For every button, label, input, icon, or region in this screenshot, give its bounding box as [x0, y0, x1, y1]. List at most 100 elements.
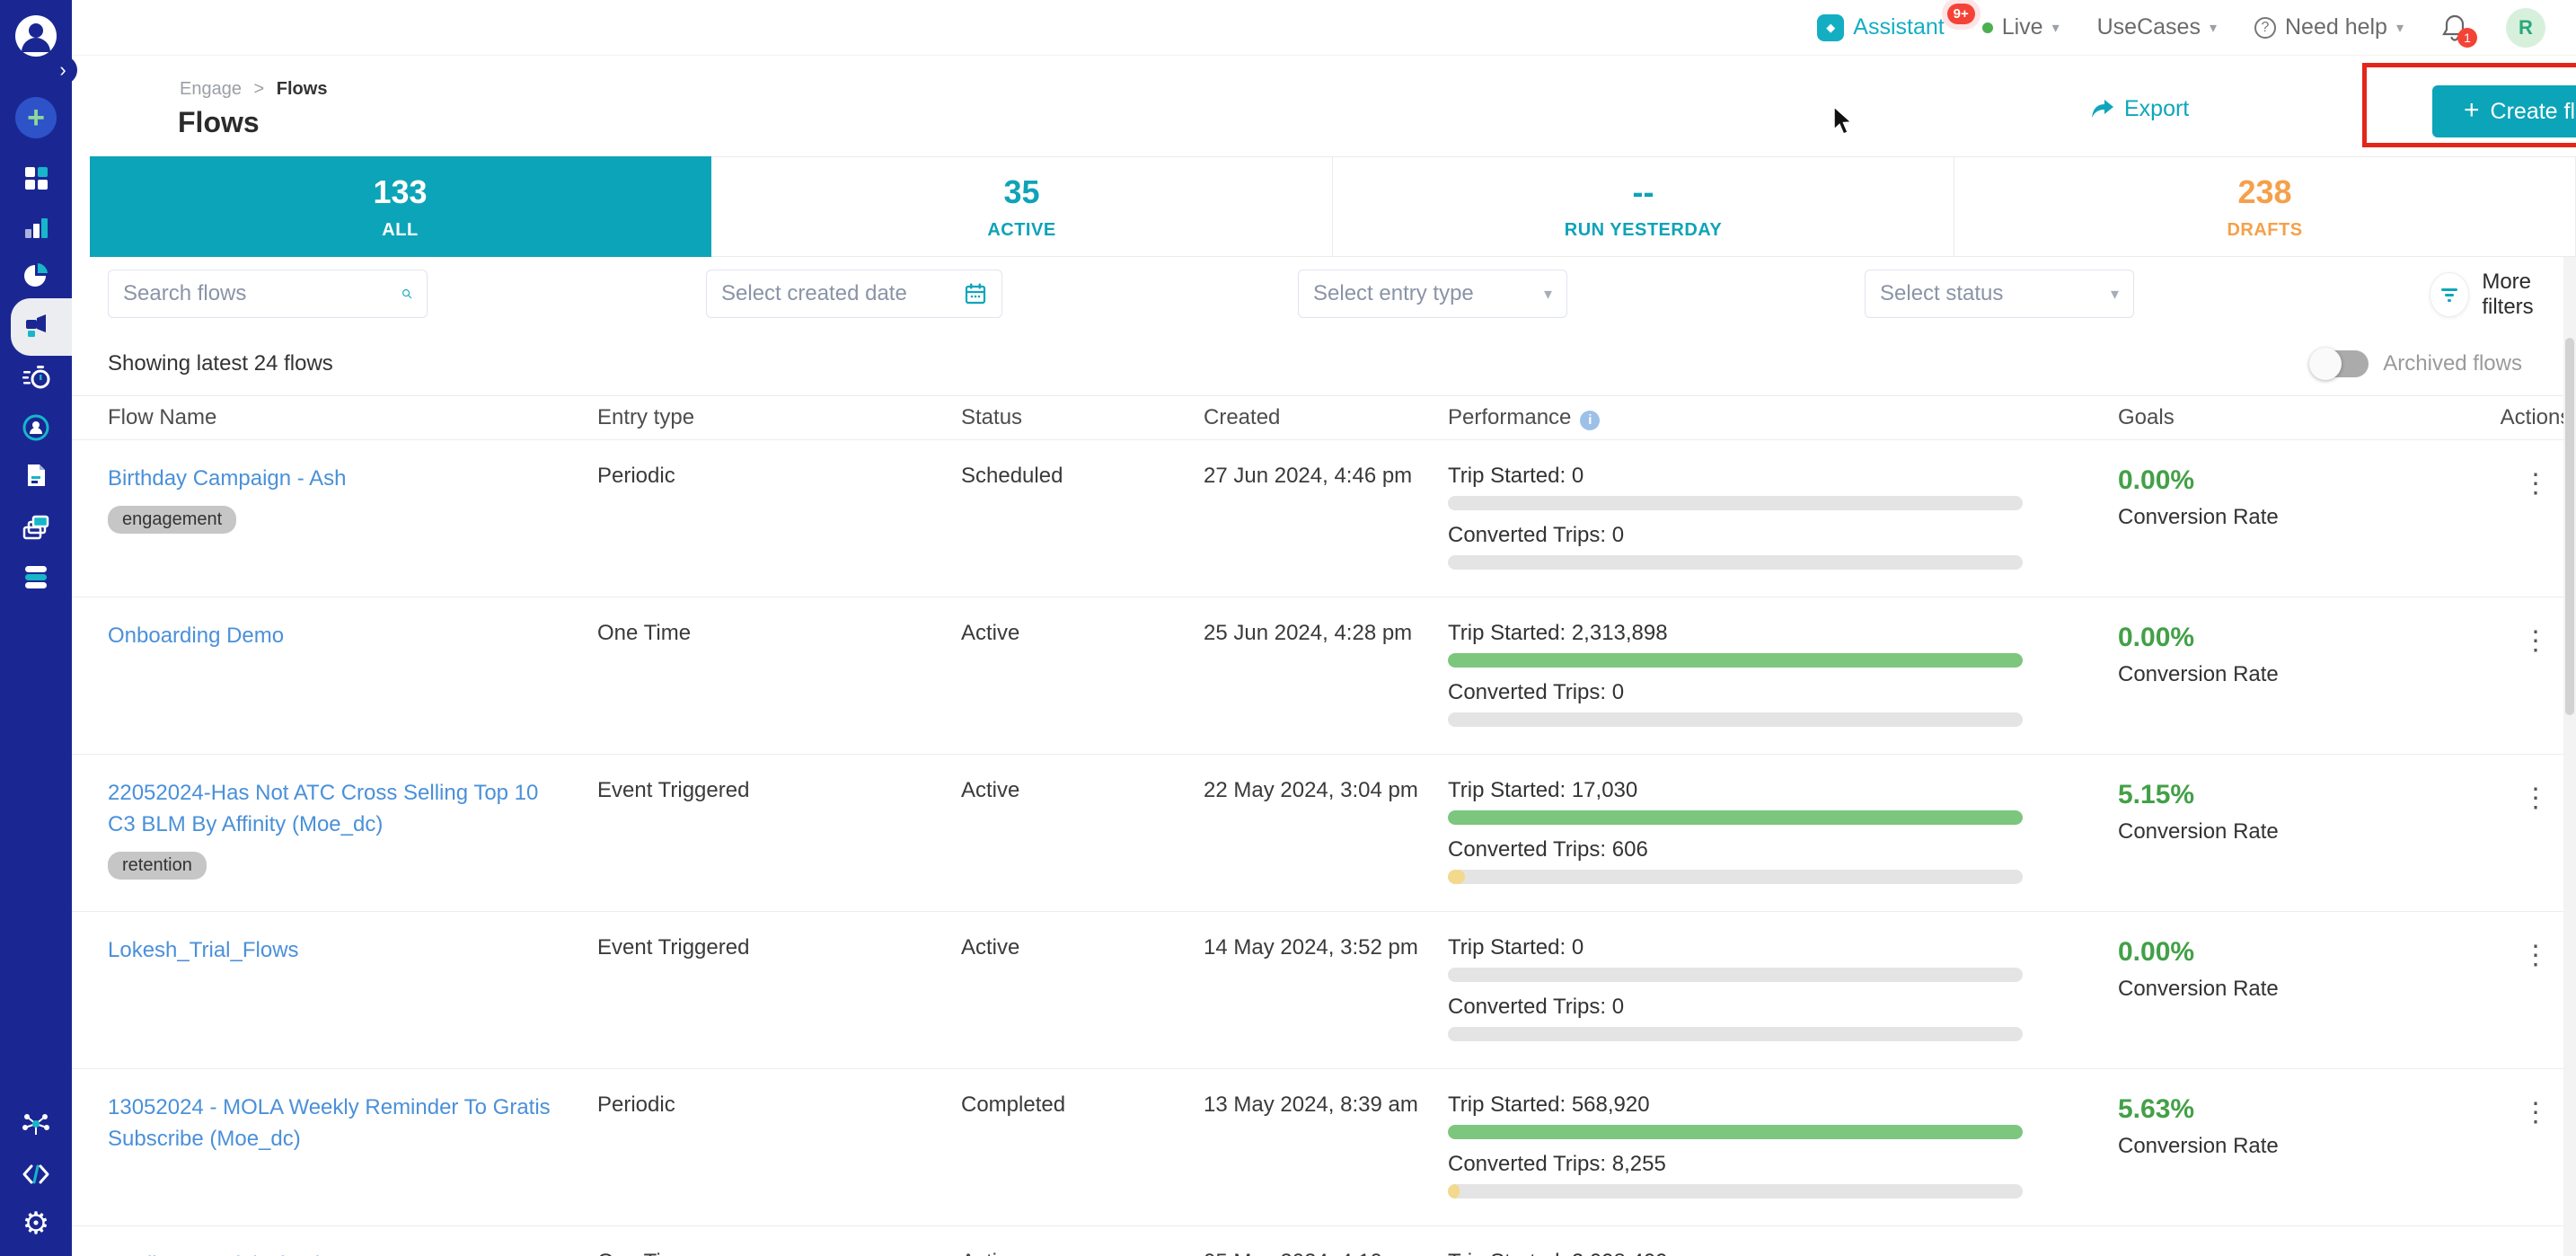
gear-icon: ⚙	[22, 1207, 50, 1241]
filter-bar: Select created date Select entry type ▾ …	[72, 257, 2576, 332]
sidebar-item-data[interactable]	[0, 562, 72, 591]
converted-trips-label: Converted Trips: 606	[1448, 837, 1648, 862]
row-menu-button[interactable]: ⋮	[2522, 783, 2549, 813]
created-date-filter[interactable]: Select created date	[706, 270, 1002, 318]
trip-started-bar	[1448, 653, 2023, 668]
flow-name-link[interactable]: Onboarding Demo	[108, 624, 285, 648]
row-menu-button[interactable]: ⋮	[2522, 626, 2549, 656]
chevron-right-icon: ›	[59, 58, 66, 81]
filter-icon	[2430, 272, 2470, 317]
breadcrumb-engage[interactable]: Engage	[180, 79, 242, 99]
sidebar-item-campaigns-selected[interactable]	[0, 313, 72, 341]
sidebar-item-settings[interactable]: ⚙	[0, 1208, 72, 1239]
flow-count-tab[interactable]: -- RUN YESTERDAY	[1333, 156, 1954, 257]
performance-cell: Trip Started: 568,920 Converted Trips: 8…	[1448, 1092, 2059, 1211]
table-row: Birthday Campaign - Ash engagement Perio…	[72, 440, 2576, 597]
more-filters-button[interactable]: More filters	[2430, 270, 2576, 320]
sidebar-item-dashboard[interactable]	[0, 164, 72, 191]
toggle-knob	[2309, 348, 2342, 380]
sidebar-item-developer[interactable]	[0, 1159, 72, 1190]
breadcrumb-separator: >	[253, 79, 265, 99]
notifications-button[interactable]: 1	[2441, 13, 2477, 48]
flow-name-link[interactable]: Duplicate - Trial_checks	[108, 1252, 337, 1256]
converted-trips-bar	[1448, 555, 2023, 570]
row-menu-button[interactable]: ⋮	[2522, 469, 2549, 499]
create-flow-button[interactable]: + Create flow	[2432, 85, 2576, 137]
entry-type-cell: Event Triggered	[597, 778, 750, 802]
status-cell: Active	[961, 935, 1020, 960]
stopwatch-icon	[22, 366, 50, 389]
conversion-rate-label: Conversion Rate	[2118, 662, 2279, 686]
created-date-placeholder: Select created date	[721, 281, 907, 305]
search-input[interactable]	[123, 281, 401, 306]
assistant-button[interactable]: ◆ Assistant 9+	[1817, 3, 1975, 41]
page-header: Engage > Flows Flows Export + Create flo…	[72, 56, 2576, 156]
sidebar-collapse-button[interactable]: ›	[49, 56, 77, 84]
sidebar-item-realtime[interactable]	[0, 364, 72, 393]
converted-trips-bar	[1448, 1027, 2023, 1041]
notification-badge: 1	[2457, 27, 2477, 48]
entry-type-filter[interactable]: Select entry type ▾	[1298, 270, 1567, 318]
trip-started-label: Trip Started: 0	[1448, 935, 1584, 960]
sidebar-item-segments[interactable]	[0, 262, 72, 289]
performance-cell: Trip Started: 0 Converted Trips: 0	[1448, 464, 2059, 582]
col-goals: Goals	[2118, 405, 2175, 429]
row-menu-button[interactable]: ⋮	[2522, 941, 2549, 970]
flow-count-tab[interactable]: 35 ACTIVE	[711, 156, 1333, 257]
table-row: 13052024 - MOLA Weekly Reminder To Grati…	[72, 1069, 2576, 1226]
archived-flows-label: Archived flows	[2383, 351, 2522, 376]
performance-cell: Trip Started: 2,313,898 Converted Trips:…	[1448, 621, 2059, 739]
document-icon	[28, 464, 45, 486]
status-cell: Scheduled	[961, 464, 1063, 488]
entry-type-cell: Event Triggered	[597, 935, 750, 960]
megaphone-icon	[26, 314, 46, 337]
page-title: Flows	[178, 106, 260, 138]
flow-name-link[interactable]: Birthday Campaign - Ash	[108, 466, 347, 491]
tab-count: 238	[2237, 172, 2292, 210]
chevron-down-icon: ▾	[2051, 20, 2060, 36]
sidebar-item-audience[interactable]	[0, 412, 72, 443]
conversion-rate-value: 0.00%	[2118, 1252, 2495, 1256]
code-icon	[22, 1164, 49, 1184]
usecases-dropdown[interactable]: UseCases ▾	[2097, 14, 2217, 40]
flow-count-tab[interactable]: 238 DRAFTS	[1954, 156, 2576, 257]
sidebar-item-integrations[interactable]	[0, 1110, 72, 1138]
need-help-dropdown[interactable]: ? Need help ▾	[2254, 14, 2404, 40]
flow-name-link[interactable]: 22052024-Has Not ATC Cross Selling Top 1…	[108, 781, 539, 836]
flow-name-link[interactable]: Lokesh_Trial_Flows	[108, 938, 299, 962]
row-menu-button[interactable]: ⋮	[2522, 1098, 2549, 1128]
sidebar-item-templates[interactable]	[0, 462, 72, 489]
info-icon[interactable]: i	[1580, 410, 1601, 430]
pie-chart-icon	[24, 263, 48, 287]
sidebar: › +	[0, 0, 77, 1256]
status-cell: Completed	[961, 1092, 1066, 1117]
goals-cell: 0.00% Conversion Rate	[2059, 1250, 2495, 1256]
created-cell: 05 May 2024, 4:10 pm	[1204, 1250, 1448, 1256]
avatar[interactable]: R	[2506, 7, 2545, 48]
moengage-logo	[0, 13, 72, 59]
performance-cell: Trip Started: 17,030 Converted Trips: 60…	[1448, 778, 2059, 897]
flow-name-link[interactable]: 13052024 - MOLA Weekly Reminder To Grati…	[108, 1095, 551, 1151]
col-performance: Performance i	[1448, 405, 2059, 430]
status-filter[interactable]: Select status ▾	[1865, 270, 2134, 318]
entry-type-placeholder: Select entry type	[1313, 281, 1474, 305]
flows-table: Flow Name Entry type Status Created Perf…	[72, 395, 2576, 1256]
export-button[interactable]: Export	[2090, 96, 2189, 122]
flow-count-tab[interactable]: 133 ALL	[90, 156, 711, 257]
flow-tag: retention	[108, 851, 207, 880]
plus-icon: +	[27, 100, 45, 135]
environment-dropdown[interactable]: Live ▾	[1981, 14, 2060, 40]
sidebar-item-content[interactable]	[0, 512, 72, 541]
col-actions: Actions	[2500, 405, 2572, 429]
tab-count: 35	[1003, 172, 1040, 210]
create-new-button[interactable]: +	[0, 97, 72, 138]
sidebar-item-analytics[interactable]	[0, 214, 72, 241]
archived-flows-toggle[interactable]	[2309, 348, 2369, 380]
created-cell: 25 Jun 2024, 4:28 pm	[1204, 621, 1413, 645]
scrollbar-thumb[interactable]	[2565, 338, 2574, 715]
trip-started-bar	[1448, 1125, 2023, 1139]
vertical-scrollbar[interactable]	[2563, 257, 2576, 1256]
col-status: Status	[961, 405, 1023, 429]
list-meta-row: Showing latest 24 flows Archived flows	[72, 332, 2576, 395]
